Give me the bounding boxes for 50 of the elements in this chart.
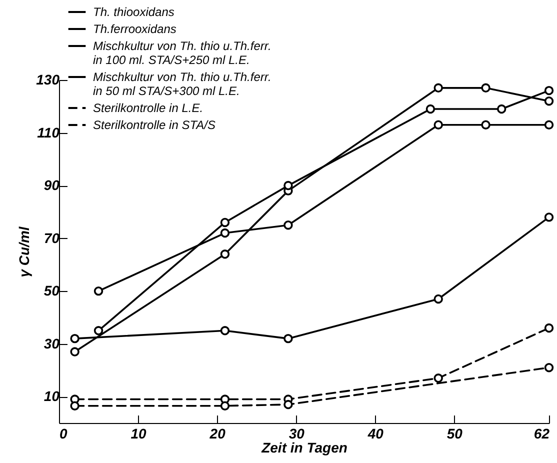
point bbox=[426, 104, 436, 114]
point bbox=[220, 228, 230, 238]
point bbox=[70, 347, 80, 356]
point bbox=[544, 86, 554, 96]
y-tick-label: 70 bbox=[44, 230, 60, 246]
y-tick-label: 50 bbox=[44, 282, 60, 299]
point bbox=[544, 323, 554, 333]
point bbox=[544, 96, 554, 106]
y-tick-label: 30 bbox=[44, 335, 60, 352]
point bbox=[284, 180, 293, 190]
point bbox=[434, 120, 443, 130]
point bbox=[94, 286, 104, 296]
y-tick-label: 110 bbox=[37, 124, 60, 140]
point bbox=[544, 120, 554, 130]
point bbox=[220, 326, 230, 336]
x-tick-label: 50 bbox=[446, 426, 463, 442]
legend-label: Mischkultur von Th. thio u.Th.ferr. in 50 ml STA/S+300 ml L.E. bbox=[93, 70, 272, 98]
y-axis-title: γ Cu/ml bbox=[16, 226, 32, 278]
x-tick-label: 62 bbox=[534, 426, 550, 442]
point bbox=[284, 400, 293, 410]
y-tick-label: 90 bbox=[44, 177, 60, 194]
point bbox=[70, 401, 80, 410]
y-tick-label: 10 bbox=[44, 388, 60, 404]
point bbox=[220, 401, 230, 410]
legend-label: Sterilkontrolle in STA/S bbox=[93, 118, 216, 132]
point bbox=[434, 294, 443, 304]
x-tick-label: 30 bbox=[288, 426, 305, 442]
point bbox=[94, 326, 104, 336]
point bbox=[434, 374, 443, 383]
point bbox=[481, 120, 490, 130]
legend-label: Th.ferrooxidans bbox=[93, 22, 176, 36]
x-tick-label: 40 bbox=[366, 426, 384, 442]
point bbox=[481, 83, 490, 93]
point bbox=[220, 218, 230, 228]
x-axis-title: Zeit in Tagen bbox=[260, 440, 348, 456]
point bbox=[544, 362, 554, 372]
point bbox=[544, 212, 554, 222]
point bbox=[70, 334, 80, 344]
x-tick-label: 20 bbox=[208, 426, 226, 442]
legend-label: Th. thiooxidans bbox=[93, 5, 174, 19]
legend-label: Sterilkontrolle in L.E. bbox=[93, 101, 204, 115]
point bbox=[284, 334, 293, 344]
point bbox=[284, 220, 293, 230]
point bbox=[434, 83, 443, 93]
legend-label: Mischkultur von Th. thio u.Th.ferr. in 100 ml. STA/S+250 ml L.E. bbox=[93, 39, 272, 67]
x-tick-label: 0 bbox=[60, 426, 68, 442]
x-tick-label: 10 bbox=[130, 426, 147, 442]
y-tick-label: 130 bbox=[36, 72, 60, 88]
point bbox=[220, 250, 230, 259]
point bbox=[496, 104, 506, 114]
